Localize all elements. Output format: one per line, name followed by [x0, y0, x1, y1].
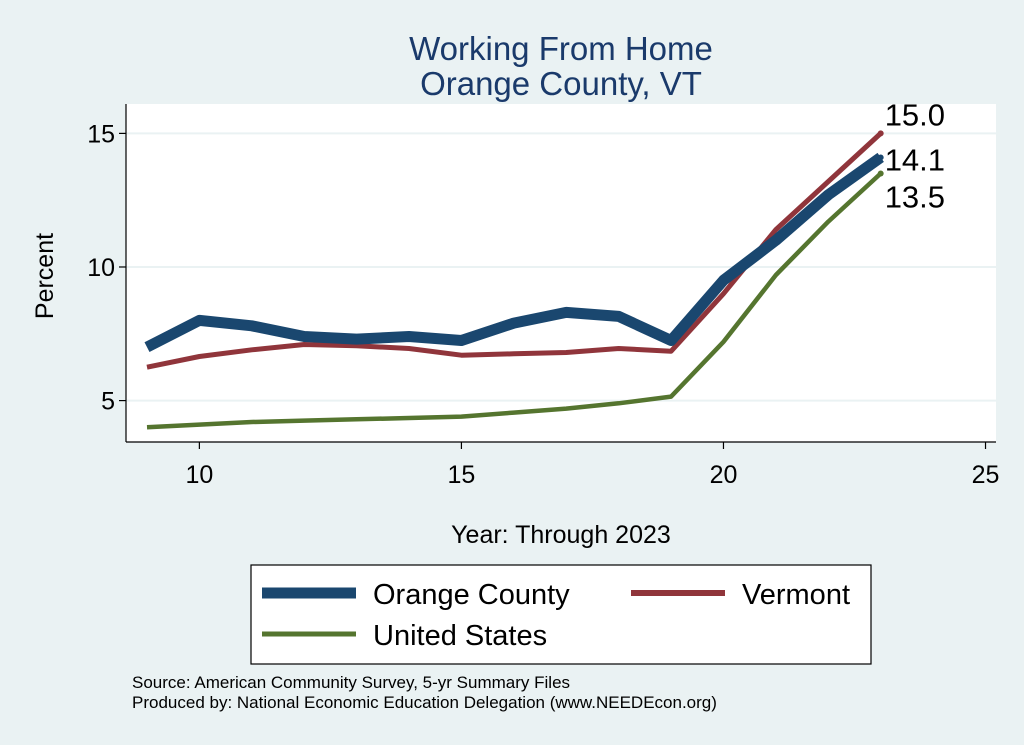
source-note: Source: American Community Survey, 5-yr …: [132, 673, 570, 692]
y-tick-label: 15: [87, 120, 115, 148]
x-tick-label: 25: [972, 461, 1000, 489]
legend-box: [250, 564, 872, 665]
x-ticks: 10 15 20 25: [185, 442, 999, 489]
end-label-orange-county: 14.1: [885, 142, 945, 177]
legend-label-vermont: Vermont: [742, 579, 850, 611]
plot-area: [126, 104, 996, 442]
end-label-vermont: 15.0: [885, 97, 945, 132]
end-marker-vermont: [877, 130, 884, 137]
y-tick-label: 10: [87, 254, 115, 282]
series-line-united-states: [146, 171, 883, 430]
end-marker-united-states: [877, 170, 884, 177]
x-axis-title: Year: Through 2023: [451, 521, 671, 549]
series-lines: [144, 130, 884, 430]
producer-note: Produced by: National Economic Education…: [132, 693, 717, 712]
chart-title-line-2: Orange County, VT: [420, 65, 702, 102]
legend: Orange County Vermont United States: [250, 564, 872, 665]
y-ticks: 5 10 15: [87, 120, 126, 416]
x-tick-label: 20: [710, 461, 738, 489]
axes: [125, 104, 996, 443]
x-tick-label: 10: [185, 461, 213, 489]
y-gridlines: [126, 132, 996, 402]
chart-title-line-1: Working From Home: [409, 30, 713, 67]
legend-label-united-states: United States: [373, 620, 547, 652]
series-line-orange-county: [144, 152, 884, 353]
end-marker-orange-county: [877, 154, 884, 161]
y-tick-label: 5: [101, 388, 115, 416]
end-label-united-states: 13.5: [885, 179, 945, 214]
end-labels: 14.1 15.0 13.5: [885, 97, 945, 214]
x-tick-label: 15: [448, 461, 476, 489]
legend-label-orange-county: Orange County: [373, 579, 570, 611]
y-axis-title: Percent: [31, 233, 59, 319]
